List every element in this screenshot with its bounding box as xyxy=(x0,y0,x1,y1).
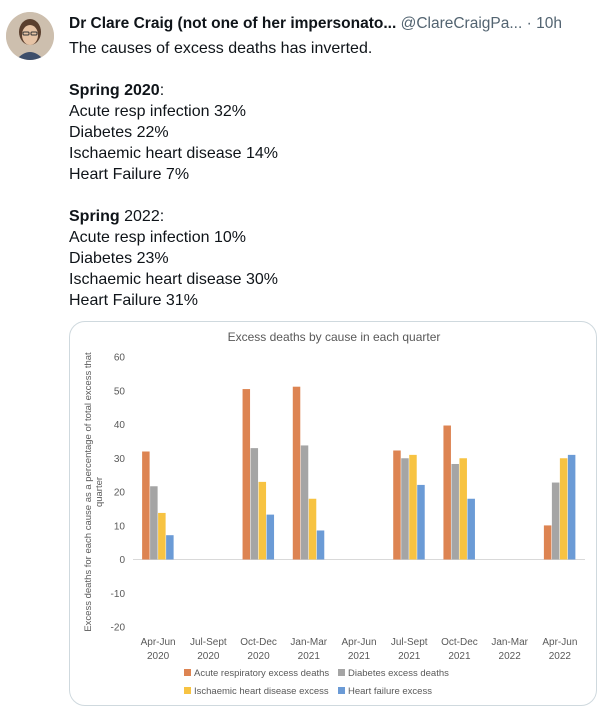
tweet-line: Ischaemic heart disease 30% xyxy=(69,271,278,288)
y-tick-label: 60 xyxy=(114,353,126,364)
bar-heart_failure xyxy=(316,530,325,560)
header-separator: · xyxy=(526,15,532,32)
bar-heart_failure xyxy=(266,514,275,560)
chart-image[interactable]: Excess deaths by cause in each quarter E… xyxy=(69,321,597,706)
tweet-line: Ischaemic heart disease 14% xyxy=(69,145,278,162)
bar-chart: Excess deaths by cause in each quarter E… xyxy=(83,330,585,697)
bar-acute xyxy=(543,525,552,560)
tweet-line: Heart Failure 31% xyxy=(69,292,198,309)
tweet-heading: Spring 2022: xyxy=(69,206,589,227)
x-tick-label: Apr-Jun xyxy=(341,637,376,648)
y-tick-label: 50 xyxy=(114,386,126,397)
bar-ischaemic xyxy=(559,458,568,560)
x-tick-label: Jan-Mar xyxy=(491,637,528,648)
heading-bold: Spring 2020 xyxy=(69,82,160,99)
x-tick-label: 2020 xyxy=(197,651,220,662)
legend-label: Diabetes excess deaths xyxy=(348,668,449,679)
legend-swatch-ischaemic xyxy=(184,687,191,694)
legend-label: Acute respiratory excess deaths xyxy=(194,668,329,679)
bar-ischaemic xyxy=(409,454,417,560)
tweet-heading: Spring 2020: xyxy=(69,80,589,101)
heading-colon: : xyxy=(159,82,165,99)
bar-acute xyxy=(142,451,150,560)
bar-diabetes xyxy=(250,448,259,560)
legend-swatch-diabetes xyxy=(338,669,345,676)
heading-rest: 2022: xyxy=(119,208,165,225)
x-tick-label: 2021 xyxy=(398,651,421,662)
y-tick-label: 30 xyxy=(114,454,126,465)
x-tick-label: Oct-Dec xyxy=(441,637,478,648)
bar-acute xyxy=(292,386,301,560)
bar-diabetes xyxy=(551,482,560,560)
tweet-line: The causes of excess deaths has inverted… xyxy=(69,40,373,57)
y-tick-label: 20 xyxy=(114,488,126,499)
x-tick-label: Jan-Mar xyxy=(290,637,327,648)
author-avatar[interactable] xyxy=(6,12,54,60)
tweet-header: Dr Clare Craig (not one of her impersona… xyxy=(69,15,609,33)
bar-acute xyxy=(443,425,451,560)
bar-acute xyxy=(393,450,401,560)
heading-bold: Spring xyxy=(69,208,120,225)
tweet-line: Acute resp infection 10% xyxy=(69,229,246,246)
legend-label: Ischaemic heart disease excess xyxy=(194,686,329,697)
bar-heart_failure xyxy=(567,454,576,560)
x-tick-label: Jul-Sept xyxy=(391,637,428,648)
x-tick-label: Oct-Dec xyxy=(240,637,277,648)
y-tick-label: -10 xyxy=(111,589,126,600)
x-tick-label: Apr-Jun xyxy=(542,637,577,648)
x-tick-label: Jul-Sept xyxy=(190,637,227,648)
legend-swatch-heart_failure xyxy=(338,687,345,694)
y-tick-label: 0 xyxy=(119,555,125,566)
tweet-line: Diabetes 22% xyxy=(69,124,169,141)
bar-diabetes xyxy=(401,458,409,560)
y-axis-label-line2: quarter xyxy=(94,477,105,507)
x-tick-label: Apr-Jun xyxy=(141,637,176,648)
bar-heart_failure xyxy=(166,535,174,560)
bar-ischaemic xyxy=(158,512,166,560)
tweet-text: The causes of excess deaths has inverted… xyxy=(69,38,589,311)
tweet-line: Diabetes 23% xyxy=(69,250,169,267)
bar-heart_failure xyxy=(417,484,425,560)
x-tick-label: 2020 xyxy=(147,651,170,662)
y-axis-label-line1: Excess deaths for each cause as a percen… xyxy=(83,352,94,632)
y-axis-label: Excess deaths for each cause as a percen… xyxy=(83,352,105,632)
author-handle[interactable]: @ClareCraigPa... xyxy=(400,15,523,32)
x-tick-label: 2020 xyxy=(247,651,270,662)
bar-ischaemic xyxy=(258,481,267,560)
chart-legend: Acute respiratory excess deaths Diabetes … xyxy=(184,668,449,697)
chart-title: Excess deaths by cause in each quarter xyxy=(228,330,441,344)
x-tick-label: 2021 xyxy=(348,651,371,662)
x-tick-label: 2022 xyxy=(549,651,572,662)
bar-diabetes xyxy=(451,463,459,560)
y-tick-label: 10 xyxy=(114,521,126,532)
x-tick-label: 2021 xyxy=(298,651,321,662)
legend-swatch-acute xyxy=(184,669,191,676)
author-name[interactable]: Dr Clare Craig (not one of her impersona… xyxy=(69,15,397,32)
bar-ischaemic xyxy=(308,498,317,560)
x-tick-label: 2021 xyxy=(448,651,471,662)
tweet-time[interactable]: 10h xyxy=(536,15,562,32)
legend-label: Heart failure excess xyxy=(348,686,432,697)
bar-diabetes xyxy=(300,445,309,560)
bar-acute xyxy=(242,389,251,560)
y-tick-label: -20 xyxy=(111,623,126,634)
y-tick-label: 40 xyxy=(114,420,126,431)
tweet-line: Heart Failure 7% xyxy=(69,166,190,183)
bar-heart_failure xyxy=(467,498,475,560)
tweet-line: Acute resp infection 32% xyxy=(69,103,246,120)
bar-diabetes xyxy=(150,486,158,560)
bar-ischaemic xyxy=(459,458,467,560)
x-tick-label: 2022 xyxy=(499,651,522,662)
